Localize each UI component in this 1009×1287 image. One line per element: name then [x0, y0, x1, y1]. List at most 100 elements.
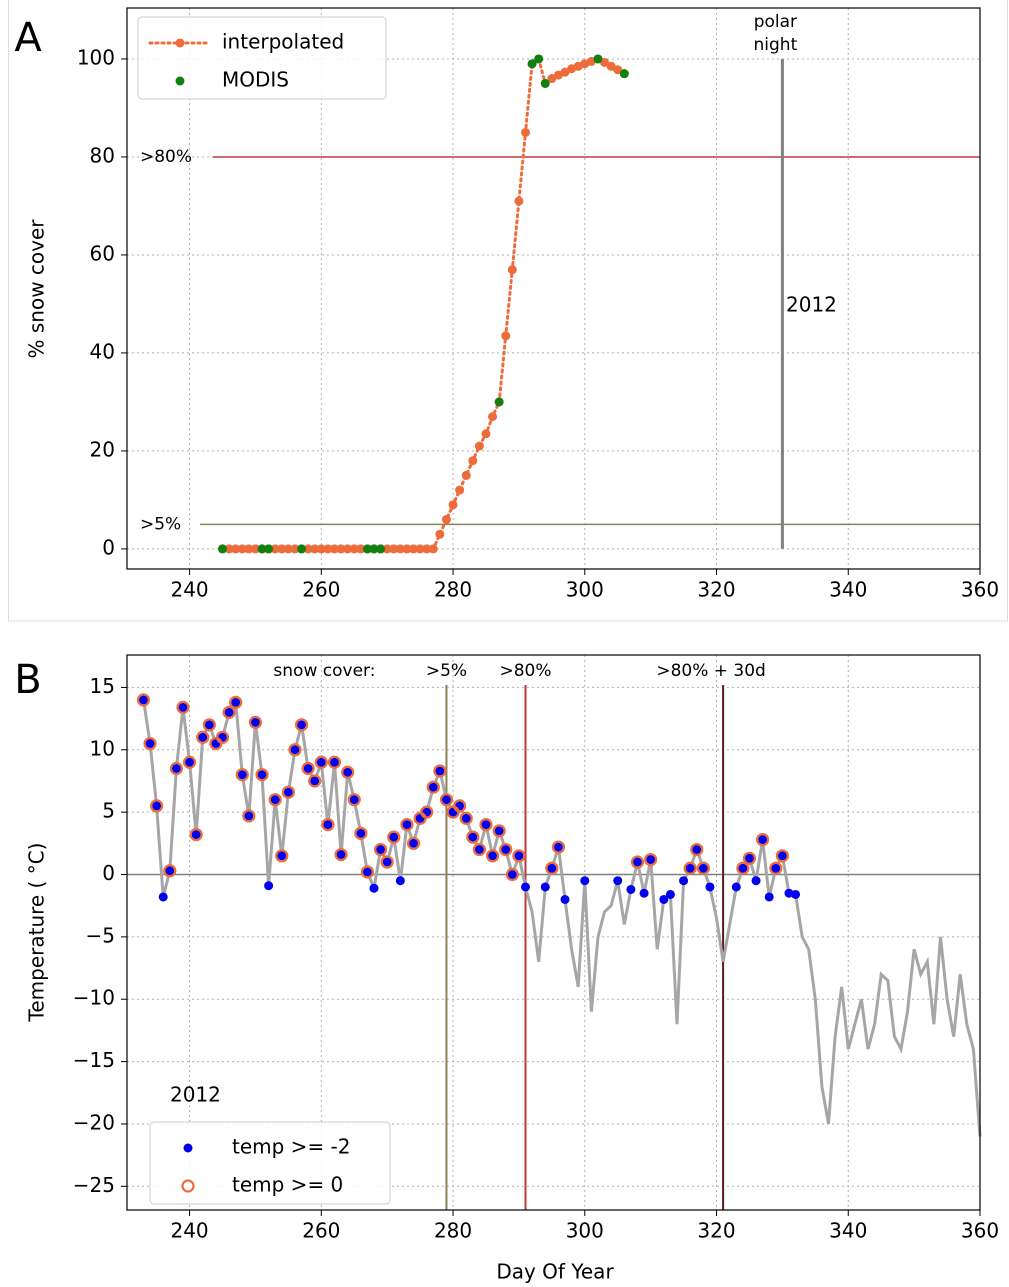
data-point: [685, 863, 695, 873]
data-point: [492, 824, 506, 838]
data-point: [248, 715, 263, 729]
data-point: [329, 757, 339, 767]
data-point: [182, 755, 197, 769]
data-point: [329, 544, 339, 554]
data-point: [347, 793, 361, 807]
data-point: [308, 774, 322, 788]
data-point: [244, 811, 254, 821]
data-point: [488, 412, 498, 422]
x-tick-label: 340: [829, 1219, 867, 1243]
data-point: [376, 544, 386, 554]
y-tick-label: 20: [90, 437, 115, 461]
legend-label: temp >= -2: [232, 1135, 351, 1159]
panel-border: [8, 0, 1008, 622]
year-label: 2012: [786, 293, 837, 317]
data-point: [474, 845, 484, 855]
data-point: [553, 842, 563, 852]
data-point: [422, 544, 432, 554]
y-axis-label: % snow cover: [25, 219, 49, 359]
data-point: [237, 544, 247, 554]
legend-label: temp >= 0: [232, 1173, 343, 1197]
data-point: [152, 801, 162, 811]
data-point: [441, 795, 451, 805]
data-point: [257, 544, 267, 554]
vertical-line-label: >80% + 30d: [656, 661, 766, 681]
x-axis-label: Day Of Year: [496, 1260, 614, 1284]
data-point: [150, 799, 164, 813]
data-point: [268, 793, 282, 807]
data-point: [257, 770, 267, 780]
data-point: [145, 739, 155, 749]
data-point: [290, 745, 300, 755]
data-point: [758, 835, 768, 845]
data-point: [690, 842, 704, 857]
data-point: [250, 717, 260, 727]
data-point: [382, 544, 392, 554]
data-point: [369, 544, 379, 554]
data-point: [191, 830, 201, 840]
data-point: [264, 881, 274, 891]
y-tick-label: −5: [86, 923, 115, 947]
data-point: [402, 544, 412, 554]
year-label: 2012: [170, 1083, 221, 1107]
data-point: [771, 863, 781, 873]
data-point: [696, 861, 710, 875]
data-point: [551, 840, 566, 854]
data-point: [244, 544, 254, 554]
data-point: [281, 785, 295, 799]
data-point: [224, 544, 234, 554]
data-point: [303, 763, 313, 773]
data-point: [264, 544, 274, 554]
data-point: [683, 861, 697, 875]
data-point: [360, 865, 375, 879]
data-point: [196, 730, 210, 744]
data-point: [514, 851, 524, 861]
data-point: [415, 544, 425, 554]
data-point: [185, 757, 195, 767]
data-point: [744, 853, 754, 863]
data-point: [698, 863, 708, 873]
y-tick-label: 0: [102, 861, 115, 885]
data-point: [277, 851, 287, 861]
data-point: [764, 892, 774, 902]
data-point: [659, 894, 669, 904]
data-point: [143, 736, 157, 751]
data-point: [277, 544, 287, 554]
data-point: [334, 847, 348, 862]
data-point: [461, 470, 471, 480]
data-point: [514, 196, 524, 206]
legend-marker: [183, 1143, 193, 1153]
data-point: [169, 761, 184, 776]
data-point: [505, 867, 519, 882]
data-point: [189, 827, 203, 842]
y-tick-label: 80: [90, 143, 115, 167]
data-point: [224, 707, 234, 717]
data-point: [455, 485, 465, 495]
data-point: [176, 700, 190, 714]
data-point: [435, 529, 445, 539]
plot-frame: [126, 7, 981, 570]
data-point: [756, 832, 770, 847]
data-point: [409, 838, 419, 848]
data-point: [639, 888, 649, 898]
data-point: [474, 441, 484, 451]
legend-marker: [175, 38, 185, 48]
data-point: [310, 776, 320, 786]
y-tick-label: −20: [73, 1110, 115, 1134]
data-point: [507, 265, 517, 275]
legend-box: [137, 16, 387, 100]
y-tick-label: 5: [102, 799, 115, 823]
panel-label: B: [14, 657, 41, 703]
data-point: [426, 780, 440, 794]
y-axis-label: Temperature ( °C): [25, 843, 49, 1023]
data-point: [316, 757, 326, 767]
data-point: [356, 544, 366, 554]
data-point: [521, 127, 531, 137]
x-tick-label: 360: [961, 578, 999, 602]
data-point: [255, 768, 269, 782]
vertical-line-label: >5%: [426, 661, 467, 681]
data-point: [380, 855, 394, 869]
data-point: [439, 793, 454, 807]
data-point: [507, 870, 517, 880]
